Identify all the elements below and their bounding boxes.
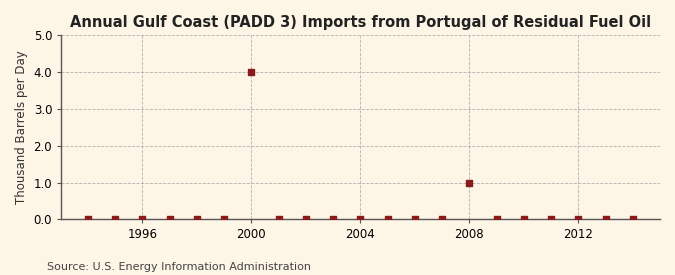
Point <box>109 217 120 222</box>
Point <box>409 217 420 222</box>
Title: Annual Gulf Coast (PADD 3) Imports from Portugal of Residual Fuel Oil: Annual Gulf Coast (PADD 3) Imports from … <box>70 15 651 30</box>
Point <box>627 217 638 222</box>
Point <box>355 217 366 222</box>
Point <box>545 217 556 222</box>
Point <box>273 217 284 222</box>
Y-axis label: Thousand Barrels per Day: Thousand Barrels per Day <box>15 51 28 204</box>
Point <box>191 217 202 222</box>
Point <box>518 217 529 222</box>
Point <box>164 217 175 222</box>
Point <box>464 180 475 185</box>
Point <box>246 70 256 74</box>
Point <box>137 217 148 222</box>
Point <box>219 217 230 222</box>
Point <box>600 217 611 222</box>
Point <box>491 217 502 222</box>
Point <box>327 217 338 222</box>
Point <box>437 217 448 222</box>
Point <box>382 217 393 222</box>
Point <box>573 217 584 222</box>
Point <box>300 217 311 222</box>
Text: Source: U.S. Energy Information Administration: Source: U.S. Energy Information Administ… <box>47 262 311 272</box>
Point <box>82 217 93 222</box>
